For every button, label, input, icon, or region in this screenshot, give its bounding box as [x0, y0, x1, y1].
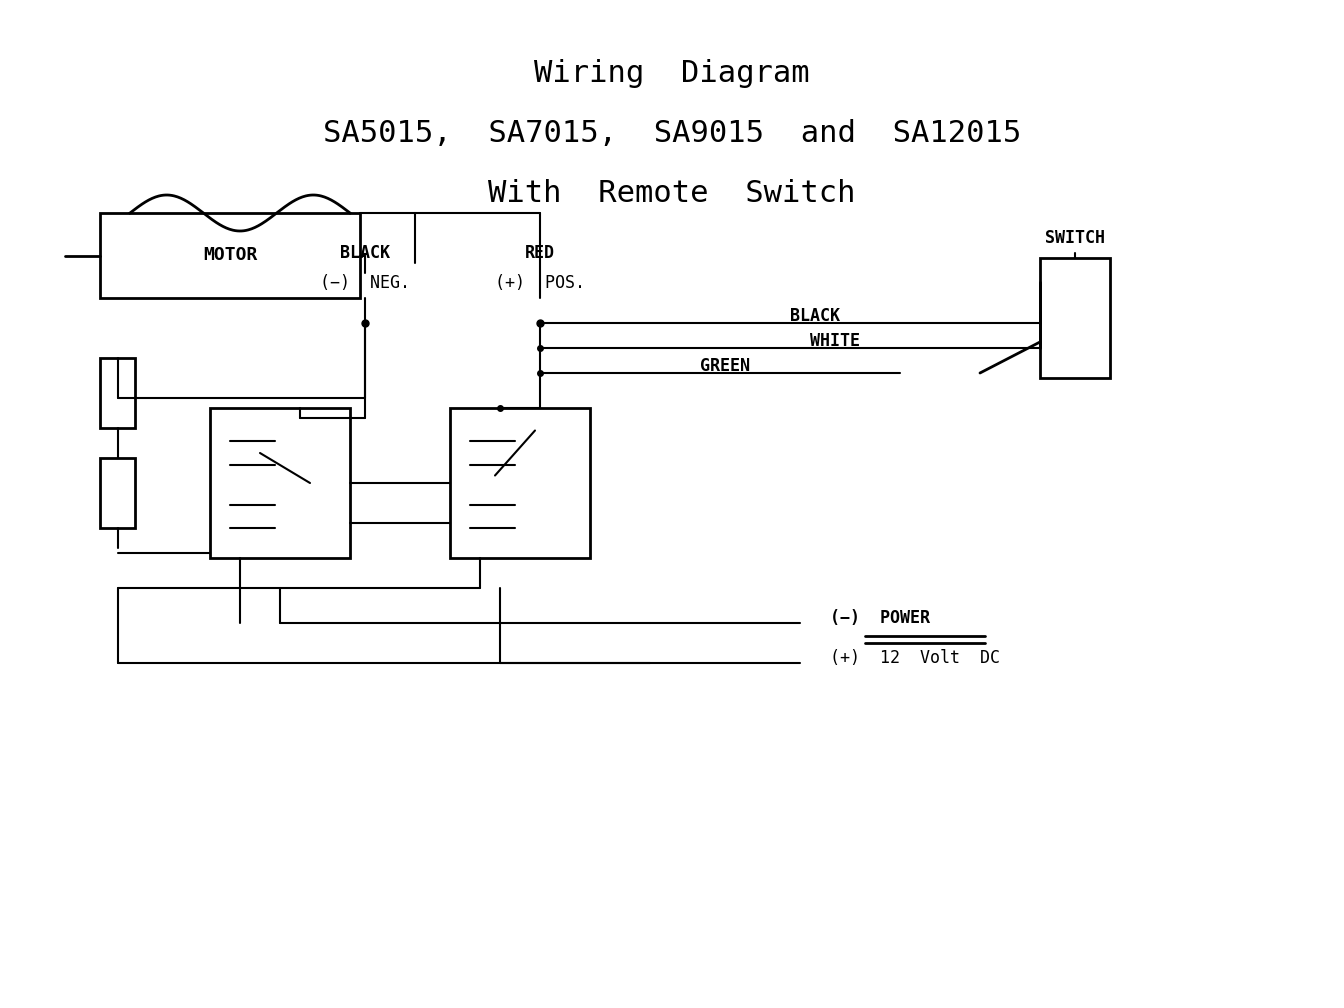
- Text: (−)  POWER: (−) POWER: [831, 609, 930, 627]
- Text: (+)  12  Volt  DC: (+) 12 Volt DC: [831, 649, 1000, 667]
- Bar: [99, 458, 134, 528]
- Text: SWITCH: SWITCH: [1046, 229, 1105, 247]
- Text: (+)  POS.: (+) POS.: [495, 274, 585, 292]
- Text: RED: RED: [526, 244, 555, 262]
- Text: BLACK: BLACK: [340, 244, 390, 262]
- Text: Wiring  Diagram: Wiring Diagram: [534, 58, 810, 88]
- Text: SA5015,  SA7015,  SA9015  and  SA12015: SA5015, SA7015, SA9015 and SA12015: [323, 119, 1021, 147]
- Bar: [1040, 258, 1110, 378]
- Text: GREEN: GREEN: [700, 357, 750, 375]
- Text: WHITE: WHITE: [810, 332, 860, 350]
- Text: MOTOR: MOTOR: [203, 247, 257, 264]
- Bar: [210, 408, 349, 558]
- Text: BLACK: BLACK: [790, 307, 840, 325]
- Text: (−)  NEG.: (−) NEG.: [320, 274, 410, 292]
- Bar: [99, 213, 360, 298]
- Bar: [99, 358, 134, 428]
- Text: With  Remote  Switch: With Remote Switch: [488, 178, 856, 208]
- Bar: [450, 408, 590, 558]
